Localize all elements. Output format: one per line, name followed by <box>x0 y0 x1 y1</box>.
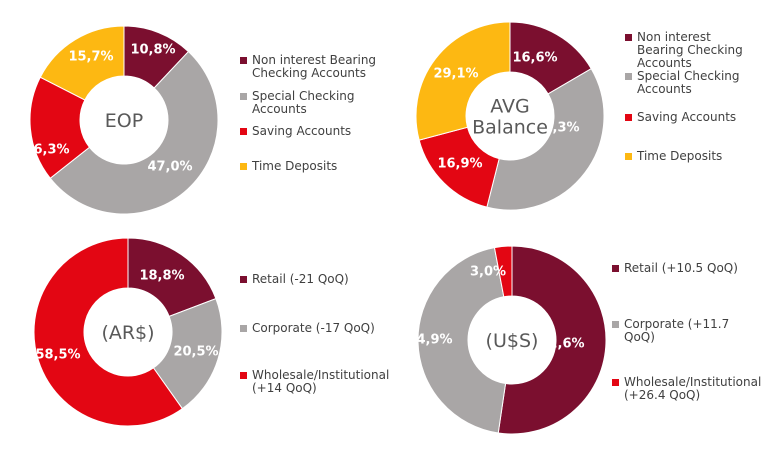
data-label: 16,3% <box>24 143 69 158</box>
center-label: (AR$) <box>101 322 154 344</box>
data-label: 47,0% <box>147 160 192 175</box>
legend-swatch <box>625 153 632 160</box>
donut-chart-4: 52,6% 44,9% 3,0% (U$S) <box>407 245 607 435</box>
legend-swatch <box>240 128 247 135</box>
data-label: 3,0% <box>470 265 506 280</box>
slice-retail-10-5-qoq <box>497 245 607 435</box>
legend-label: Wholesale/Institutional (+14 QoQ) <box>252 368 390 395</box>
center-label: EOP <box>105 110 143 132</box>
data-label: 16,9% <box>437 157 482 172</box>
legend-swatch <box>612 265 619 272</box>
slice-wholesale-institutional-14-qoq <box>33 237 184 427</box>
center-label: (U$S) <box>486 330 539 352</box>
legend-label: Retail (+10.5 QoQ) <box>624 261 738 275</box>
legend-swatch <box>240 163 247 170</box>
slice-retail-21-qoq <box>127 237 217 318</box>
legend-swatch <box>240 276 247 283</box>
legend-label: Non interest Bearing Checking Accounts <box>637 30 743 70</box>
legend-label: Retail (-21 QoQ) <box>252 272 349 286</box>
data-label: 20,5% <box>173 345 218 360</box>
center-label: AVG Balance <box>472 96 548 139</box>
legend-label: Corporate (-17 QoQ) <box>252 321 375 335</box>
slice-time-deposits <box>39 25 125 101</box>
slice-special-checking-accounts <box>486 68 605 211</box>
data-label: 10,8% <box>130 43 175 58</box>
legend-label: Time Deposits <box>252 159 338 173</box>
legend-label: Time Deposits <box>637 149 723 163</box>
data-label: 18,8% <box>139 269 184 284</box>
legend-swatch <box>625 34 632 41</box>
legend-label: Wholesale/Institutional (+26.4 QoQ) <box>624 375 762 402</box>
slice-corporate-11-7-qoq <box>417 247 507 434</box>
legend-swatch <box>240 325 247 332</box>
slice-special-checking-accounts <box>49 50 219 215</box>
legend-swatch <box>612 321 619 328</box>
legend-label: Corporate (+11.7 QoQ) <box>624 317 730 344</box>
slice-time-deposits <box>415 21 511 141</box>
data-label: 58,5% <box>35 348 80 363</box>
legend-swatch <box>625 73 632 80</box>
legend-swatch <box>240 93 247 100</box>
legend-label: Non interest Bearing Checking Accounts <box>252 53 377 80</box>
data-label: 52,6% <box>539 337 584 352</box>
donut-chart-2: 16,6% 37,3% 16,9% 29,1% AVG Balance <box>415 21 605 211</box>
legend-label: Special Checking Accounts <box>252 89 355 116</box>
data-label: 15,7% <box>68 50 113 65</box>
slice-corporate-17-qoq <box>152 297 223 410</box>
legend-swatch <box>625 114 632 121</box>
legend-swatch <box>240 372 247 379</box>
data-label: 16,6% <box>512 51 557 66</box>
data-label: 29,1% <box>433 67 478 82</box>
legend-label: Saving Accounts <box>637 110 737 124</box>
legend-swatch <box>612 379 619 386</box>
donut-chart-3: 18,8% 20,5% 58,5% (AR$) <box>33 237 223 427</box>
legend-label: Saving Accounts <box>252 124 352 138</box>
data-label: 37,3% <box>534 121 579 136</box>
slice-wholesale-institutional-26-4-qoq <box>493 245 513 298</box>
legend-swatch <box>240 57 247 64</box>
legend-label: Special Checking Accounts <box>637 69 740 96</box>
data-label: 44,9% <box>407 333 452 348</box>
donut-chart-1: 10,8% 47,0% 16,3% 15,7% EOP <box>24 25 219 215</box>
